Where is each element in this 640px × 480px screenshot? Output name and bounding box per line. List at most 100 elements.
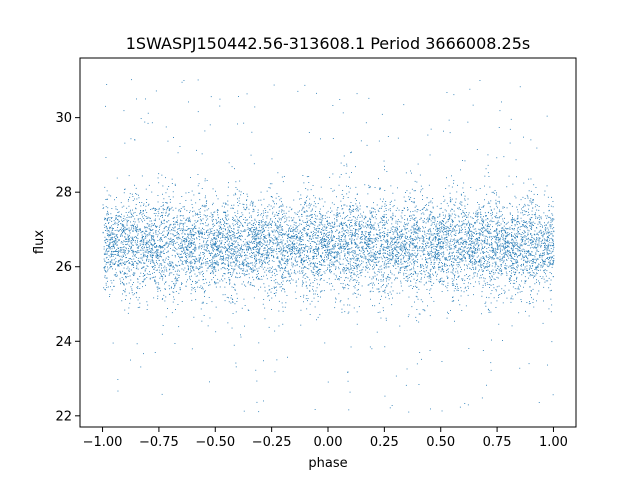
data-point (534, 283, 536, 285)
data-point (442, 242, 444, 244)
data-point (342, 245, 344, 247)
data-point (474, 221, 476, 223)
data-point (469, 244, 471, 245)
data-point (470, 223, 472, 225)
data-point (386, 240, 388, 242)
data-point (225, 233, 227, 235)
data-point (331, 240, 333, 242)
data-point (192, 207, 194, 209)
data-point (137, 299, 139, 301)
data-point (175, 264, 177, 266)
data-point (290, 269, 292, 271)
data-point (391, 216, 393, 218)
data-point (330, 255, 332, 256)
data-point (461, 269, 462, 270)
data-point (464, 199, 466, 201)
data-point (478, 270, 479, 272)
data-point (203, 244, 205, 246)
data-point (327, 241, 329, 243)
data-point (409, 216, 410, 217)
data-point (364, 184, 366, 186)
data-point (281, 267, 283, 268)
data-point (489, 271, 491, 273)
data-point (455, 245, 457, 247)
data-point (511, 272, 512, 274)
data-point (126, 276, 127, 278)
data-point (247, 249, 249, 251)
data-point (467, 252, 469, 254)
data-point (282, 234, 283, 236)
data-point (364, 217, 366, 218)
data-point (241, 234, 243, 236)
data-point (483, 235, 485, 237)
data-point (434, 237, 436, 238)
data-point (281, 211, 282, 213)
data-point (179, 245, 181, 247)
data-point (347, 261, 349, 262)
data-point (398, 236, 400, 238)
data-point (106, 239, 108, 241)
data-point (341, 208, 343, 210)
data-point (386, 220, 388, 222)
data-point (476, 233, 477, 234)
data-point (466, 217, 467, 218)
data-point (450, 200, 452, 202)
data-point (547, 241, 549, 242)
data-point (374, 209, 376, 210)
data-point (221, 263, 223, 265)
data-point (203, 257, 204, 259)
data-point (363, 222, 364, 224)
data-point (401, 247, 402, 249)
data-point (105, 250, 107, 252)
data-point (520, 254, 521, 256)
data-point (303, 244, 304, 245)
data-point (319, 284, 320, 286)
data-point (281, 229, 283, 231)
data-point (198, 217, 200, 218)
data-point (510, 242, 512, 243)
data-point (448, 119, 450, 121)
data-point (311, 209, 313, 211)
data-point (526, 261, 528, 263)
data-point (435, 257, 437, 259)
data-point (363, 218, 365, 220)
data-point (127, 266, 129, 268)
data-point (458, 251, 459, 253)
data-point (347, 197, 349, 198)
data-point (295, 253, 297, 255)
data-point (313, 290, 314, 292)
data-point (435, 225, 437, 227)
data-point (490, 210, 492, 211)
data-point (512, 253, 514, 254)
data-point (550, 224, 551, 226)
data-point (479, 258, 481, 260)
data-point (349, 263, 351, 265)
data-point (372, 305, 373, 307)
data-point (399, 246, 401, 247)
data-point (275, 197, 277, 199)
data-point (191, 224, 193, 226)
data-point (239, 216, 241, 217)
data-point (380, 245, 382, 247)
data-point (160, 246, 161, 248)
data-point (406, 255, 408, 257)
data-point (453, 94, 455, 96)
data-point (232, 248, 233, 250)
data-point (312, 230, 314, 232)
data-point (327, 222, 329, 224)
data-point (358, 214, 359, 216)
data-point (373, 254, 375, 256)
data-point (346, 269, 348, 271)
data-point (526, 211, 528, 212)
data-point (478, 212, 480, 214)
data-point (115, 239, 116, 241)
data-point (345, 277, 347, 278)
data-point (447, 230, 449, 232)
data-point (384, 190, 386, 191)
data-point (434, 223, 436, 225)
data-point (391, 223, 393, 225)
data-point (155, 242, 156, 244)
data-point (188, 216, 190, 218)
data-point (437, 229, 439, 231)
data-point (276, 227, 278, 229)
